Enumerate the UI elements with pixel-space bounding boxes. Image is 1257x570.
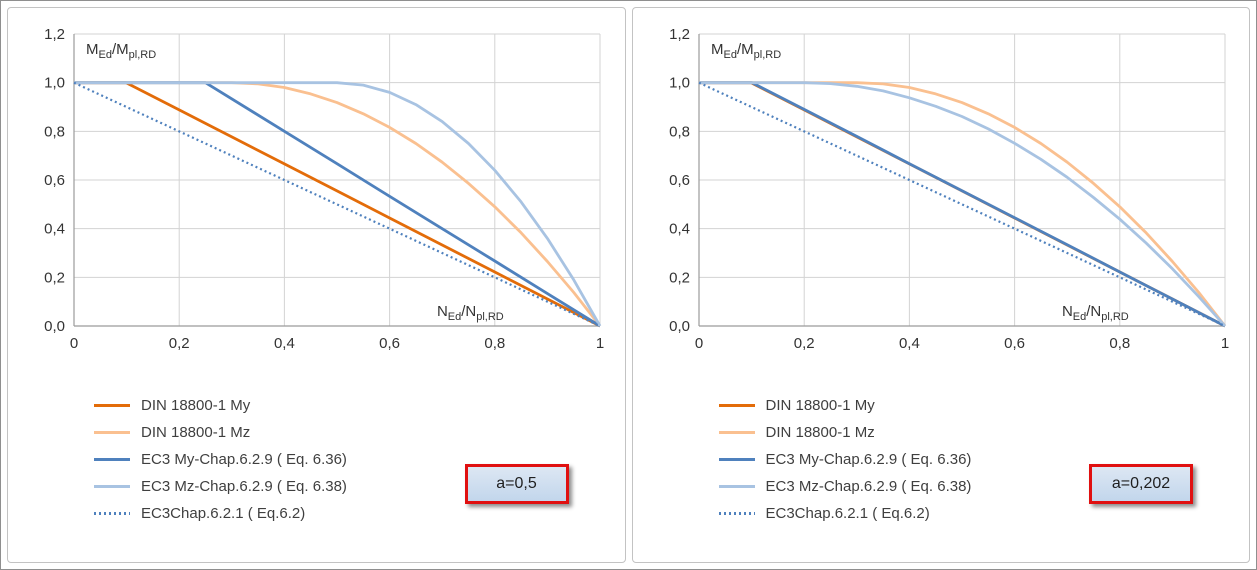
y-tick-label: 0,2 <box>44 269 65 286</box>
x-axis-title: NEd/Npl,RD <box>437 303 504 323</box>
legend-label: EC3 My-Chap.6.2.9 ( Eq. 6.36) <box>765 451 972 468</box>
y-tick-label: 1,0 <box>44 75 65 92</box>
legend-label: EC3 Mz-Chap.6.2.9 ( Eq. 6.38) <box>765 478 972 495</box>
x-tick-label: 0,6 <box>1004 335 1025 352</box>
y-tick-label: 0,0 <box>669 318 690 335</box>
legend-label: DIN 18800-1 Mz <box>141 424 251 441</box>
series-line <box>698 81 1226 327</box>
x-axis-title: NEd/Npl,RD <box>1061 303 1128 323</box>
x-tick-label: 0,8 <box>1109 335 1130 352</box>
y-tick-label: 0,4 <box>669 221 690 238</box>
series-line <box>698 81 1226 327</box>
legend-item: DIN 18800-1 My <box>94 392 625 419</box>
legend-line-sample <box>718 431 755 434</box>
legend-item: EC3 My-Chap.6.2.9 ( Eq. 6.36) <box>94 446 625 473</box>
legend-item: EC3 My-Chap.6.2.9 ( Eq. 6.36) <box>718 446 1250 473</box>
legend-item: EC3Chap.6.2.1 ( Eq.6.2) <box>94 500 625 527</box>
y-tick-label: 0,6 <box>44 172 65 189</box>
x-tick-label: 1 <box>596 335 604 352</box>
y-tick-label: 1,2 <box>669 26 690 43</box>
legend-right: DIN 18800-1 My DIN 18800-1 Mz EC3 My-Chap.… <box>718 392 1250 527</box>
x-tick-label: 0,8 <box>484 335 505 352</box>
x-tick-label: 0,4 <box>898 335 919 352</box>
legend-item: DIN 18800-1 Mz <box>94 419 625 446</box>
legend-item: DIN 18800-1 Mz <box>718 419 1250 446</box>
series-line <box>74 81 602 327</box>
x-tick-label: 0,6 <box>379 335 400 352</box>
legend-item: EC3Chap.6.2.1 ( Eq.6.2) <box>718 500 1250 527</box>
series-line <box>698 81 1226 328</box>
legend-label: DIN 18800-1 My <box>141 397 251 414</box>
legend-line-sample <box>718 458 755 461</box>
interaction-chart-a-0-5: 0,0 0,2 0,4 0,6 0,8 1,0 1,2 0 0,2 0,4 0,6 0,8 1 MEd/M… <box>44 26 604 352</box>
x-tick-label: 0 <box>70 335 78 352</box>
legend-label: EC3Chap.6.2.1 ( Eq.6.2) <box>141 505 306 522</box>
legend-label: EC3 Mz-Chap.6.2.9 ( Eq. 6.38) <box>141 478 347 495</box>
x-tick-label: 0,4 <box>274 335 295 352</box>
legend-label: DIN 18800-1 My <box>765 397 875 414</box>
legend-label: DIN 18800-1 Mz <box>765 424 875 441</box>
y-axis-title: MEd/Mpl,RD <box>86 41 156 61</box>
legend-line-sample <box>94 404 130 407</box>
interaction-chart-a-0-202: 0,0 0,2 0,4 0,6 0,8 1,0 1,2 0 0,2 0,4 0,6 0,8 1 MEd/M… <box>669 26 1229 352</box>
y-tick-label: 0,6 <box>669 172 690 189</box>
legend-line-sample <box>94 485 130 488</box>
legend-line-sample <box>94 512 130 515</box>
series-line <box>74 81 601 328</box>
legend-line-sample <box>718 404 755 407</box>
y-tick-label: 0,4 <box>44 221 65 238</box>
legend-item: DIN 18800-1 My <box>718 392 1250 419</box>
series-line <box>698 81 1225 327</box>
legend-label: EC3 My-Chap.6.2.9 ( Eq. 6.36) <box>141 451 347 468</box>
legend-item: EC3 Mz-Chap.6.2.9 ( Eq. 6.38) <box>94 473 625 500</box>
y-tick-label: 1,0 <box>669 75 690 92</box>
legend-line-sample <box>718 512 755 515</box>
series-line <box>73 81 601 327</box>
chart-panel-left: 0,0 0,2 0,4 0,6 0,8 1,0 1,2 0 0,2 0,4 0,6 0,8 1 MEd/M… <box>7 7 626 563</box>
y-tick-label: 1,2 <box>44 26 65 43</box>
annotation-box-a-value: a=0,202 <box>1089 464 1193 504</box>
annotation-box-a-value: a=0,5 <box>464 464 569 504</box>
legend-line-sample <box>94 431 130 434</box>
y-tick-label: 0,8 <box>44 123 65 140</box>
x-tick-label: 0 <box>694 335 702 352</box>
x-tick-label: 0,2 <box>169 335 190 352</box>
chart-panel-right: 0,0 0,2 0,4 0,6 0,8 1,0 1,2 0 0,2 0,4 0,6 0,8 1 MEd/M… <box>631 7 1250 563</box>
legend-line-sample <box>94 458 130 461</box>
x-tick-label: 0,2 <box>793 335 814 352</box>
legend-label: EC3Chap.6.2.1 ( Eq.6.2) <box>765 505 930 522</box>
series-line <box>74 81 602 327</box>
y-tick-label: 0,8 <box>669 123 690 140</box>
legend-left: DIN 18800-1 My DIN 18800-1 Mz EC3 My-Chap.… <box>94 392 625 527</box>
y-tick-label: 0,0 <box>44 318 65 335</box>
series-line <box>74 81 601 328</box>
legend-line-sample <box>718 485 755 488</box>
y-tick-label: 0,2 <box>669 269 690 286</box>
y-axis-title: MEd/Mpl,RD <box>711 41 781 61</box>
legend-item: EC3 Mz-Chap.6.2.9 ( Eq. 6.38) <box>718 473 1250 500</box>
x-tick-label: 1 <box>1220 335 1228 352</box>
